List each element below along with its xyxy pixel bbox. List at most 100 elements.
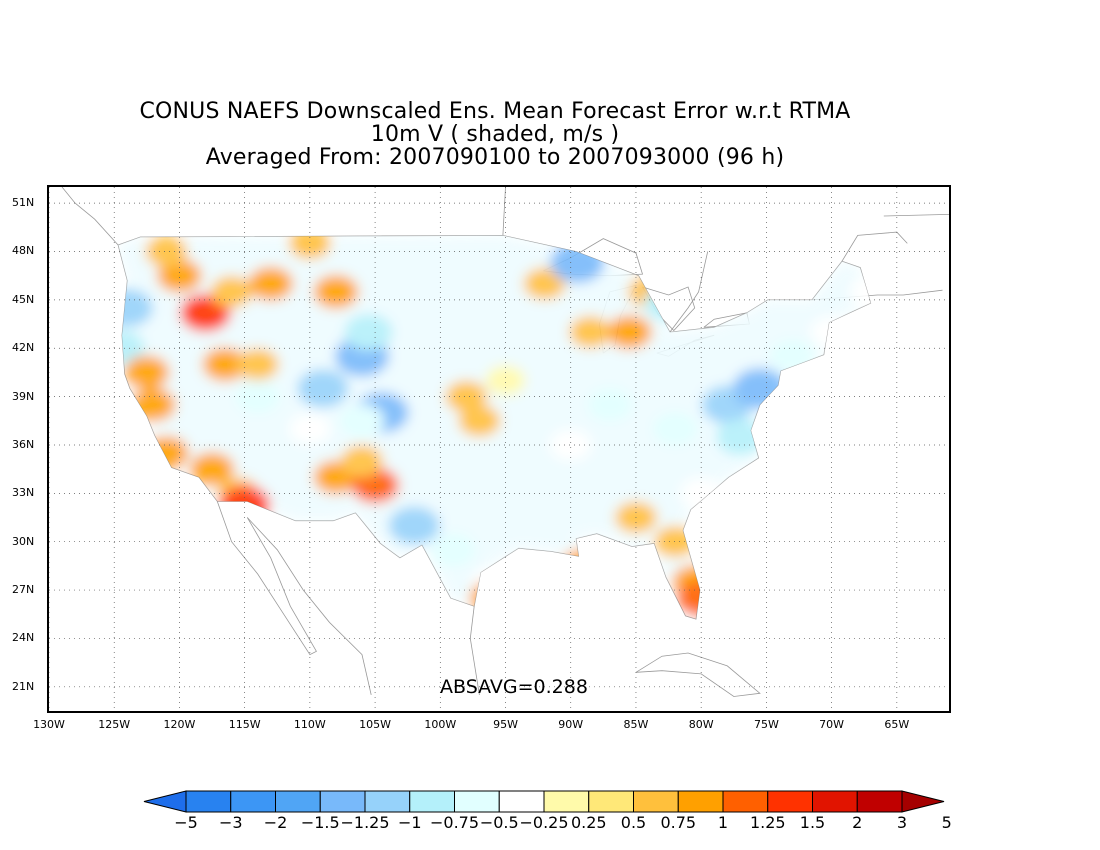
lat-tick-label: 48N xyxy=(12,244,35,258)
lon-tick-label: 65W xyxy=(884,718,910,731)
field-cell xyxy=(344,314,393,351)
lat-tick-label: 33N xyxy=(12,486,35,500)
field-cell xyxy=(732,368,787,409)
field-cell xyxy=(118,288,153,328)
field-cell xyxy=(297,369,349,408)
lat-lon-grid xyxy=(49,187,949,711)
lat-tick-label: 39N xyxy=(12,389,35,403)
colorbar-tick-label: 0.5 xyxy=(620,813,647,832)
field-cell xyxy=(471,566,514,598)
colorbar-box xyxy=(767,790,813,813)
colorbar-box xyxy=(856,790,903,813)
lon-tick-label: 130W xyxy=(33,718,65,731)
colorbar-tick-label: −0.5 xyxy=(479,813,519,832)
title-line-3: Averaged From: 2007090100 to 2007093000 … xyxy=(205,145,785,170)
field-cell xyxy=(339,403,385,438)
colorbar-box xyxy=(185,790,232,813)
field-cell xyxy=(210,276,253,308)
coastline xyxy=(669,251,709,333)
colorbar-tick-label: −1.25 xyxy=(340,813,390,832)
colorbar-box xyxy=(812,790,858,813)
field-cell xyxy=(652,411,698,446)
coastline xyxy=(469,606,480,695)
map-frame xyxy=(47,185,951,713)
colorbar-tick-label: −0.75 xyxy=(429,813,480,832)
field-cell xyxy=(236,348,279,381)
field-cell xyxy=(248,266,294,301)
lon-tick-label: 125W xyxy=(98,718,131,731)
field-cell xyxy=(445,380,488,413)
lat-tick-label: 42N xyxy=(12,341,35,355)
colorbar-tick-label: −0.25 xyxy=(519,813,569,832)
field-cell xyxy=(587,387,633,422)
lon-tick-label: 115W xyxy=(228,718,261,731)
coastline xyxy=(502,187,506,236)
field-cell xyxy=(606,315,652,349)
lon-tick-label: 80W xyxy=(688,718,714,731)
lat-tick-label: 30N xyxy=(12,534,35,548)
lon-tick-label: 100W xyxy=(424,718,457,731)
colorbar-box xyxy=(454,790,500,813)
lon-tick-label: 110W xyxy=(293,718,326,731)
colorbar-tick-label: −2 xyxy=(263,813,288,832)
lon-tick-label: 75W xyxy=(753,718,779,731)
field-cell xyxy=(124,355,170,390)
colorbar-tick-label: 1 xyxy=(717,813,729,832)
lon-tick-label: 120W xyxy=(163,718,196,731)
field-cell xyxy=(549,429,592,461)
colorbar-tick-label: −1.5 xyxy=(300,813,340,832)
lat-tick-label: 51N xyxy=(12,196,35,210)
colorbar-tick-label: −3 xyxy=(218,813,243,832)
colorbar-box xyxy=(275,790,321,813)
field-cell xyxy=(235,379,281,414)
colorbar-tick-label: −1 xyxy=(397,813,422,832)
coastline xyxy=(61,187,119,246)
field-cell xyxy=(561,549,607,583)
field-cell xyxy=(288,413,331,445)
field-cell xyxy=(770,339,815,374)
lat-tick-label: 21N xyxy=(12,679,35,693)
field-cell xyxy=(341,445,383,477)
title-line-2: 10m V ( shaded, m/s ) xyxy=(370,122,620,147)
lon-tick-label: 90W xyxy=(558,718,584,731)
colorbar-box xyxy=(319,790,366,813)
title-line-1: CONUS NAEFS Downscaled Ens. Mean Forecas… xyxy=(139,99,851,124)
colorbar-box xyxy=(722,790,769,813)
field-cell xyxy=(523,267,566,300)
field-cell xyxy=(470,581,515,615)
title-block: CONUS NAEFS Downscaled Ens. Mean Forecas… xyxy=(0,100,990,169)
coastline xyxy=(883,214,949,217)
colorbar-tick-label: 2 xyxy=(852,813,863,832)
field-cell xyxy=(156,258,202,293)
colorbar-box xyxy=(588,790,634,813)
lon-tick-label: 85W xyxy=(623,718,649,731)
colorbar-box xyxy=(543,790,590,813)
absavg-label: ABSAVG=0.288 xyxy=(440,676,588,698)
colorbar-box xyxy=(633,790,679,813)
colorbar-tick-label: −5 xyxy=(174,813,198,832)
field-cell xyxy=(486,365,525,396)
field-cell xyxy=(677,580,726,617)
field-cell xyxy=(202,347,248,382)
lat-tick-label: 36N xyxy=(12,437,35,451)
field-cell xyxy=(130,387,176,422)
colorbar-box xyxy=(677,790,724,813)
colorbar-tick-label: 1.5 xyxy=(799,813,826,832)
field-cell xyxy=(189,452,235,487)
lat-tick-label: 24N xyxy=(12,631,35,645)
field-cell xyxy=(716,418,765,455)
map-canvas xyxy=(49,187,949,711)
field-cell xyxy=(644,285,693,322)
colorbar-left-arrow xyxy=(143,790,187,813)
field-cell xyxy=(388,506,440,545)
colorbar-box xyxy=(364,790,411,813)
lon-tick-label: 70W xyxy=(819,718,845,731)
colorbar-box xyxy=(498,790,545,813)
colorbar-tick-label: 0.75 xyxy=(660,813,697,832)
coastline xyxy=(247,517,372,695)
colorbar-tick-label: 1.25 xyxy=(749,813,786,832)
field-cell xyxy=(550,242,605,284)
coastline xyxy=(635,652,761,697)
colorbar-box xyxy=(230,790,276,813)
field-cell xyxy=(458,405,501,437)
